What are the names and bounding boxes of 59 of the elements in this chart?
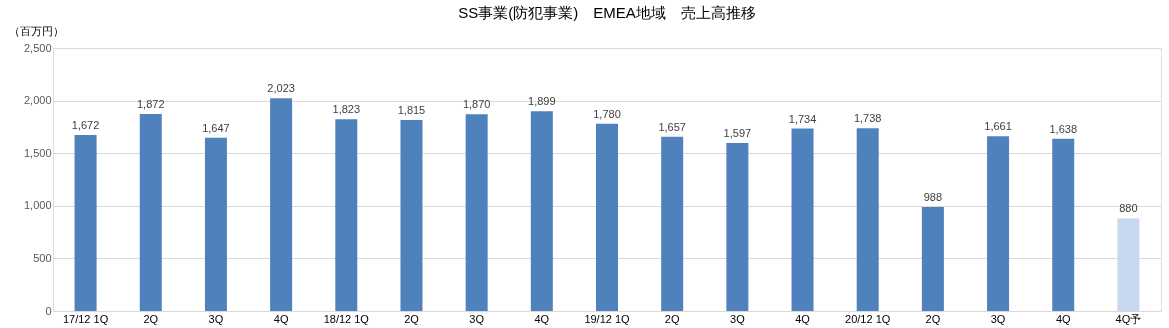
data-label: 988 (923, 191, 943, 204)
y-tick-label: 2,000 (23, 94, 52, 107)
y-tick-label: 2,500 (23, 41, 52, 54)
data-label: 1,815 (397, 104, 426, 117)
data-label: 1,872 (137, 98, 165, 111)
bar (530, 111, 553, 311)
x-tick-label: 2Q (925, 312, 941, 325)
data-label: 1,823 (332, 103, 361, 116)
data-label: 1,638 (1049, 122, 1077, 135)
bar (400, 120, 423, 311)
y-axis-title: （百万円） (8, 24, 64, 37)
bar (987, 136, 1010, 311)
bar (661, 136, 684, 311)
x-tick-label: 18/12 1Q (323, 312, 370, 325)
x-tick-label: 3Q (469, 312, 485, 325)
data-label: 1,899 (528, 95, 556, 108)
y-tick-label: 500 (33, 251, 52, 264)
x-tick-label: 4Q (1055, 312, 1072, 325)
bar (465, 114, 488, 311)
x-tick-label: 19/12 1Q (584, 312, 631, 325)
data-label: 1,597 (723, 127, 752, 139)
data-label: 1,738 (853, 112, 882, 125)
x-tick-label: 2Q (143, 312, 159, 325)
y-tick-label: 1,500 (23, 146, 52, 159)
data-label: 1,780 (593, 107, 621, 120)
bar (726, 143, 749, 311)
bar (856, 128, 879, 311)
bar (1117, 218, 1140, 311)
x-tick-label: 20/12 1Q (845, 312, 891, 325)
data-label: 1,647 (202, 121, 230, 134)
x-tick-label: 4Q (273, 312, 289, 325)
data-label: 1,672 (71, 119, 100, 132)
bar (921, 207, 944, 311)
x-tick-label: 3Q (208, 312, 224, 325)
x-tick-label: 4Q (534, 312, 550, 325)
x-tick-label: 4Q (795, 312, 811, 325)
x-tick-label: 2Q (664, 312, 680, 325)
bar (270, 98, 293, 311)
x-tick-label: 17/12 1Q (62, 312, 109, 325)
chart-title: SS事業(防犯事業) EMEA地域 売上高推移 (458, 4, 756, 21)
bar (204, 137, 227, 311)
y-tick-label: 1,000 (23, 199, 52, 212)
bar (74, 135, 97, 311)
x-tick-label: 3Q (730, 312, 746, 325)
x-tick-label: 4Q予 (1115, 312, 1142, 325)
bar (596, 123, 618, 311)
data-label: 2,023 (267, 82, 295, 95)
data-label: 1,734 (788, 112, 817, 125)
bar (1052, 138, 1075, 311)
data-label: 880 (1119, 202, 1138, 215)
data-label: 1,870 (462, 98, 491, 111)
data-label: 1,661 (984, 120, 1012, 133)
bar (791, 128, 814, 311)
y-tick-label: 0 (45, 304, 52, 317)
x-tick-label: 3Q (990, 312, 1006, 325)
bar (335, 119, 358, 311)
data-label: 1,657 (658, 120, 686, 133)
x-tick-label: 2Q (404, 312, 420, 325)
bar (139, 114, 162, 311)
